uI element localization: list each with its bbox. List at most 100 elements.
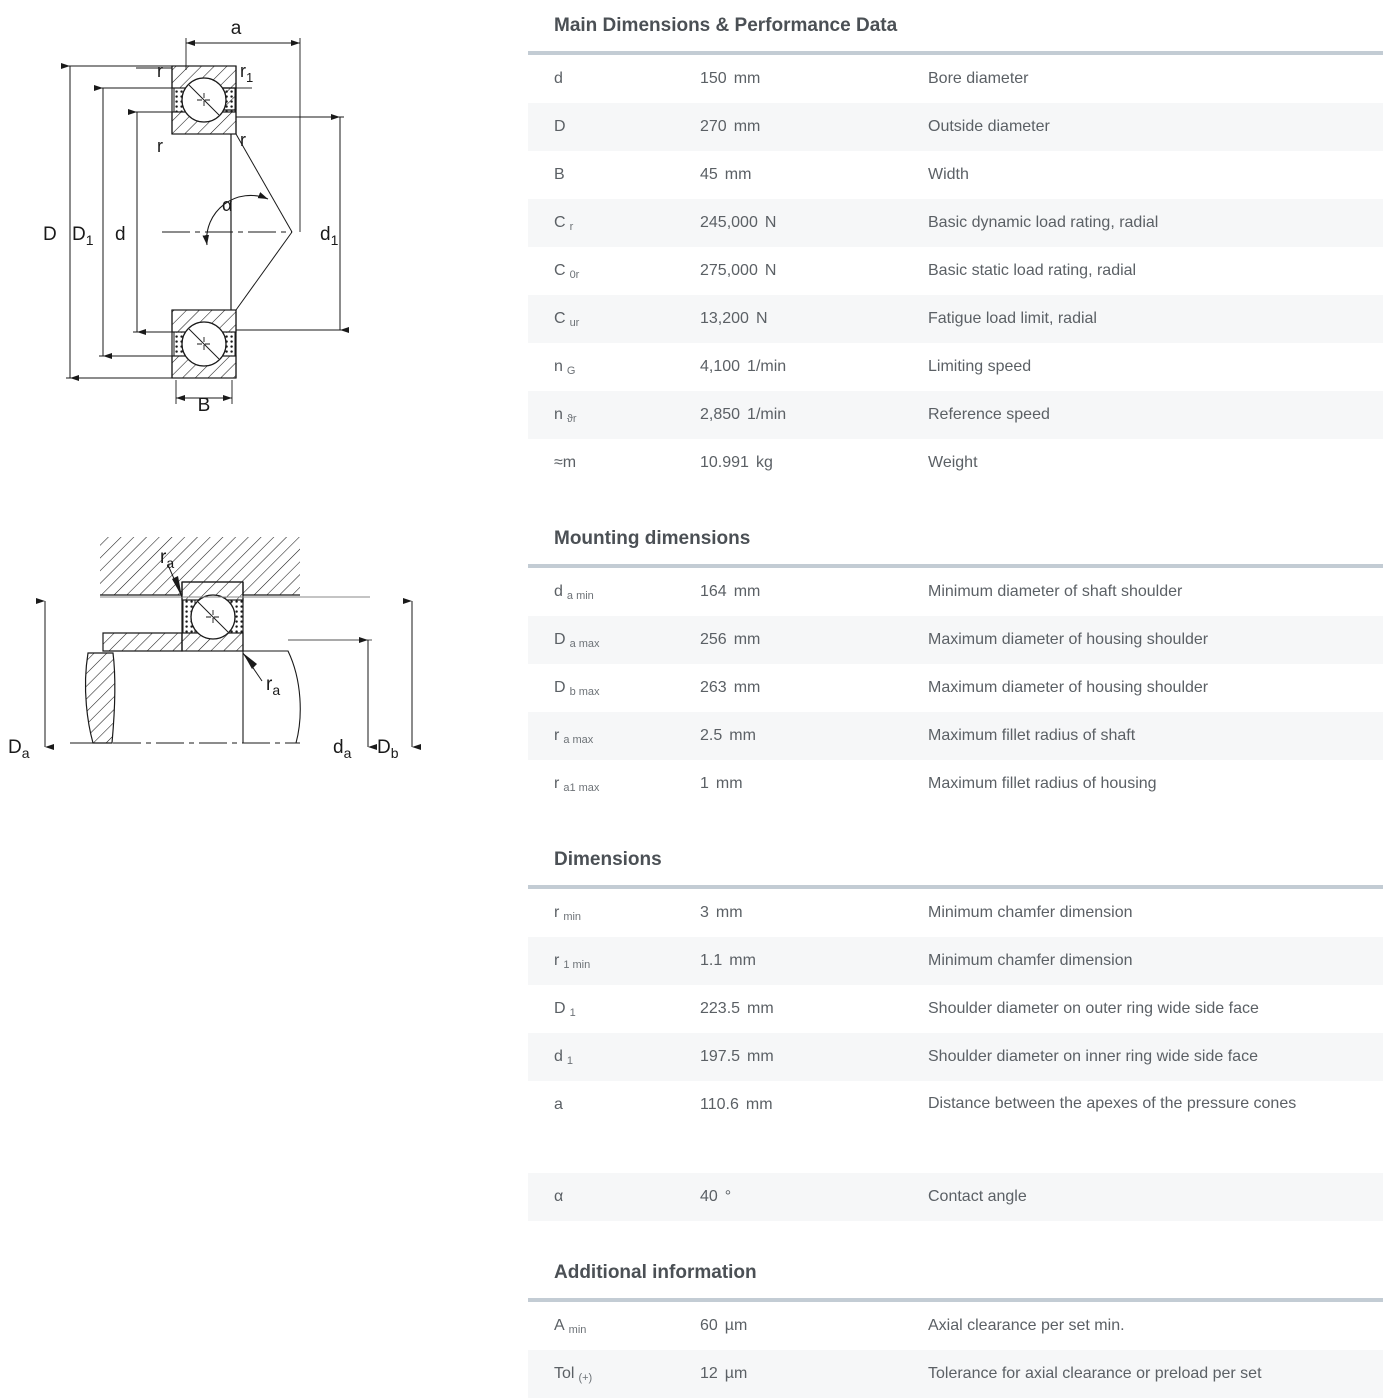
- label-Da: Da: [8, 737, 30, 761]
- drawings-pane: a r r1 r r α D D1 d d1 B: [0, 0, 520, 1384]
- row-description: Contact angle: [928, 1188, 1027, 1205]
- label-r-mid-right: r: [240, 130, 246, 150]
- symbol-base: ≈m: [554, 454, 577, 471]
- row-description: Shoulder diameter on outer ring wide sid…: [928, 1000, 1259, 1017]
- row-symbol: n ϑr: [528, 391, 700, 440]
- section-divider: [528, 1298, 1383, 1302]
- row-symbol: d: [528, 55, 700, 103]
- bearing-cross-section-drawing: a r r1 r r α D D1 d d1 B: [0, 0, 470, 455]
- value-unit: 1/min: [747, 358, 787, 375]
- value-unit: mm: [724, 166, 752, 183]
- label-d1: d1: [320, 224, 339, 248]
- value-number: 223.5: [700, 1000, 741, 1017]
- row-symbol: a: [528, 1081, 700, 1129]
- label-ra-bottom: ra: [266, 674, 280, 698]
- row-value: 40 °: [700, 1173, 928, 1221]
- row-description: Maximum fillet radius of housing: [928, 775, 1157, 792]
- symbol-base: C: [554, 262, 566, 279]
- spec-row-group: r min 3 mm Minimum chamfer dimension r 1 min 1.…: [528, 889, 1383, 1221]
- value-number: 13,200: [700, 310, 749, 327]
- section-heading: Main Dimensions & Performance Data: [554, 15, 898, 36]
- value-number: 4,100: [700, 358, 741, 375]
- section-heading: Additional information: [554, 1262, 757, 1283]
- symbol-base: D: [554, 1000, 566, 1017]
- row-symbol: r min: [528, 889, 700, 938]
- value-unit: mm: [745, 1096, 773, 1113]
- section-divider: [528, 885, 1383, 889]
- row-value: 4,100 1/min: [700, 343, 928, 391]
- symbol-subscript: a1 max: [563, 782, 600, 794]
- label-r-mid-left: r: [157, 136, 163, 156]
- value-number: 12: [700, 1365, 718, 1382]
- symbol-subscript: b max: [569, 686, 600, 698]
- label-r1: r1: [240, 61, 253, 85]
- value-number: 2.5: [700, 727, 723, 744]
- symbol-base: d: [554, 1048, 563, 1065]
- table-row: C 0r 275,000 N Basic static load rating, rad…: [528, 247, 1383, 295]
- row-value: 110.6 mm: [700, 1081, 928, 1129]
- spec-section: Mounting dimensions d a min 164 mm Minimum di…: [528, 529, 1383, 808]
- value-unit: N: [764, 214, 777, 231]
- row-description: Reference speed: [928, 406, 1050, 423]
- table-row: r min 3 mm Minimum chamfer dimension: [528, 889, 1383, 937]
- row-symbol: r a1 max: [528, 760, 700, 809]
- symbol-base: r: [554, 952, 560, 969]
- value-number: 45: [700, 166, 718, 183]
- row-value: 2.5 mm: [700, 712, 928, 760]
- row-symbol: Tol (+): [528, 1350, 700, 1399]
- value-unit: mm: [729, 952, 756, 969]
- symbol-base: a: [554, 1096, 563, 1113]
- symbol-subscript: a min: [566, 590, 594, 602]
- section-divider: [528, 51, 1383, 55]
- value-number: 1: [700, 775, 709, 792]
- section-heading: Dimensions: [554, 849, 662, 870]
- label-Db: Db: [377, 737, 399, 761]
- symbol-base: B: [554, 166, 565, 183]
- value-unit: 1/min: [747, 406, 787, 423]
- row-description: Bore diameter: [928, 70, 1029, 87]
- symbol-base: d: [554, 70, 563, 87]
- row-description: Width: [928, 166, 969, 183]
- value-unit: N: [755, 310, 768, 327]
- symbol-base: D: [554, 631, 566, 648]
- symbol-base: d: [554, 583, 563, 600]
- table-row: ≈m 10.991 kg Weight: [528, 439, 1383, 487]
- table-row: D 270 mm Outside diameter: [528, 103, 1383, 151]
- symbol-subscript: ur: [569, 317, 580, 329]
- top-spacer: [528, 0, 1383, 16]
- row-value: 3 mm: [700, 889, 928, 937]
- symbol-subscript: ϑr: [566, 413, 577, 425]
- symbol-base: C: [554, 310, 566, 327]
- table-row: d 1 197.5 mm Shoulder diameter on inner ring…: [528, 1033, 1383, 1081]
- value-unit: mm: [715, 904, 743, 921]
- symbol-subscript: 1: [569, 1007, 576, 1019]
- symbol-subscript: r: [569, 221, 574, 233]
- table-row: d 150 mm Bore diameter: [528, 55, 1383, 103]
- table-row: r a1 max 1 mm Maximum fillet radius of housi…: [528, 760, 1383, 808]
- row-symbol: C 0r: [528, 247, 700, 296]
- row-value: 1.1 mm: [700, 937, 928, 985]
- row-value: 263 mm: [700, 664, 928, 712]
- value-number: 10.991: [700, 454, 749, 471]
- value-number: 270: [700, 118, 727, 135]
- value-number: 197.5: [700, 1048, 741, 1065]
- table-row: Tol (+) 12 µm Tolerance for axial clearance …: [528, 1350, 1383, 1398]
- row-value: 197.5 mm: [700, 1033, 928, 1081]
- row-value: 223.5 mm: [700, 985, 928, 1033]
- row-description: Fatigue load limit, radial: [928, 310, 1097, 327]
- label-D: D: [43, 224, 57, 245]
- symbol-base: D: [554, 118, 566, 135]
- row-value: 270 mm: [700, 103, 928, 151]
- symbol-subscript: 1: [566, 1055, 574, 1067]
- row-symbol: ≈m: [528, 439, 700, 487]
